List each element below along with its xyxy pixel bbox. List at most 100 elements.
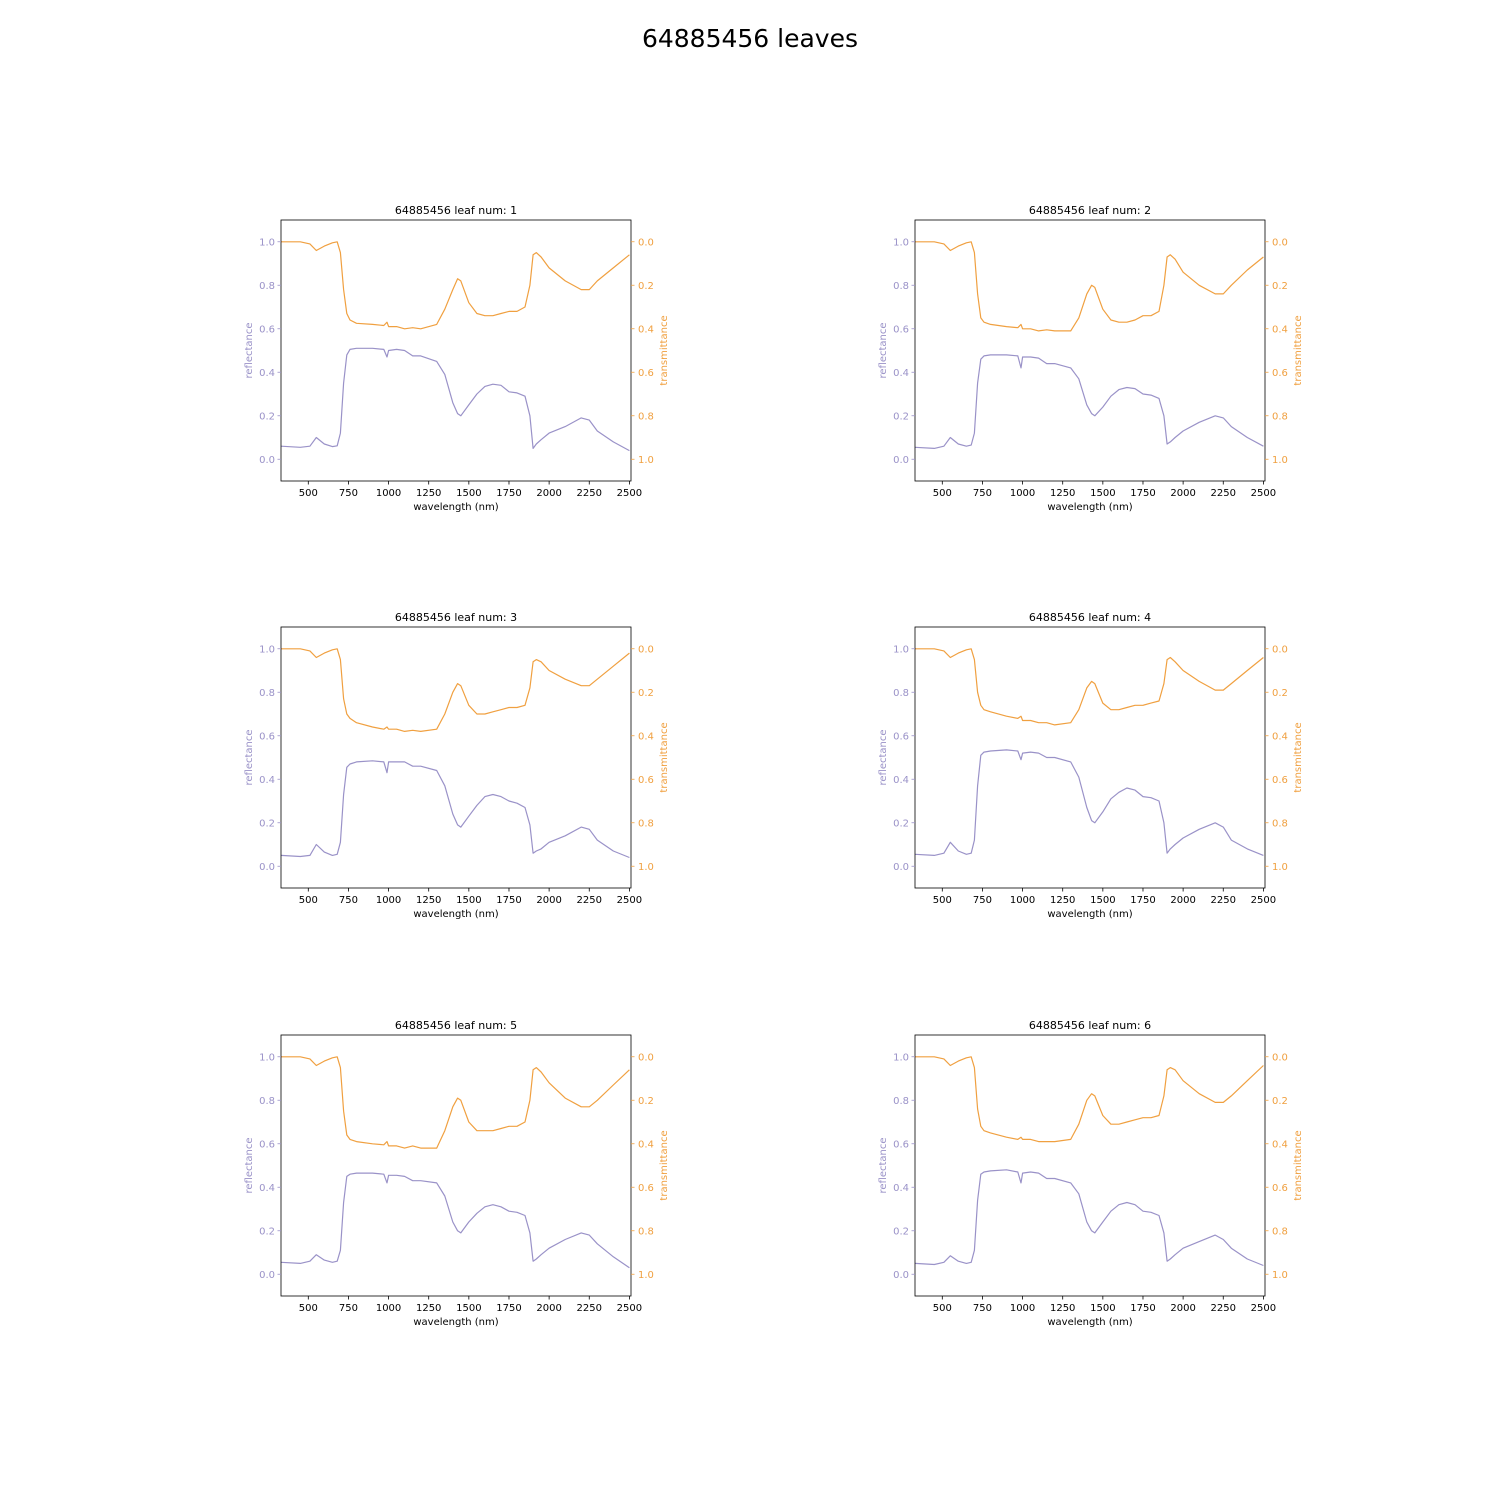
y-tick-label: 0.4 [893, 1183, 909, 1194]
x-tick-label: 750 [339, 895, 358, 906]
y-tick-label: 0.4 [259, 368, 275, 379]
x-tick-label: 1500 [1090, 895, 1115, 906]
y-axis-label: reflectance [244, 322, 255, 378]
y2-tick-label: 0.8 [638, 411, 654, 422]
y-tick-label: 0.6 [259, 731, 275, 742]
y-tick-label: 0.0 [259, 862, 275, 873]
x-tick-label: 1000 [1010, 895, 1035, 906]
y2-tick-label: 0.4 [1272, 731, 1288, 742]
plot-frame [280, 626, 632, 889]
y-tick-label: 0.0 [259, 455, 275, 466]
y2-tick-label: 0.2 [638, 688, 654, 699]
x-tick-label: 1250 [416, 488, 441, 499]
x-tick-label: 1750 [496, 488, 521, 499]
y-tick-label: 0.6 [259, 1139, 275, 1150]
y-tick-label: 0.2 [259, 1226, 275, 1237]
plot-frame [914, 626, 1266, 889]
x-tick-label: 2000 [536, 488, 561, 499]
y2-tick-label: 0.8 [638, 818, 654, 829]
y-axis-label: reflectance [244, 729, 255, 785]
y2-axis-label: transmittance [659, 315, 670, 385]
y-axis-label: reflectance [878, 729, 889, 785]
y2-tick-label: 1.0 [638, 455, 654, 466]
y-tick-label: 1.0 [259, 237, 275, 248]
x-tick-label: 2250 [577, 895, 602, 906]
y-tick-label: 0.4 [893, 775, 909, 786]
y-tick-label: 0.4 [259, 775, 275, 786]
chart-panel-2: 64885456 leaf num: 2 500 750 1000 1250 1500 17… [878, 204, 1304, 513]
x-tick-label: 2000 [536, 895, 561, 906]
y2-tick-label: 1.0 [1272, 862, 1288, 873]
y2-tick-label: 0.8 [638, 1226, 654, 1237]
y2-tick-label: 0.6 [638, 368, 654, 379]
x-axis-label: wavelength (nm) [413, 502, 498, 513]
y2-tick-label: 0.6 [638, 1183, 654, 1194]
y2-axis-label: transmittance [659, 1130, 670, 1200]
y-tick-label: 0.6 [893, 324, 909, 335]
chart-panel-4: 64885456 leaf num: 4 500 750 1000 1250 1500 17… [878, 611, 1304, 920]
x-tick-label: 1250 [1050, 488, 1075, 499]
y-tick-label: 0.8 [893, 281, 909, 292]
x-tick-label: 1000 [1010, 488, 1035, 499]
y2-tick-label: 1.0 [1272, 455, 1288, 466]
y-tick-label: 0.0 [893, 1270, 909, 1281]
x-tick-label: 2250 [1211, 488, 1236, 499]
x-tick-label: 750 [973, 488, 992, 499]
x-axis-label: wavelength (nm) [1047, 909, 1132, 920]
plot-frame [914, 1034, 1266, 1297]
x-tick-label: 750 [973, 1303, 992, 1314]
y-tick-label: 0.6 [893, 1139, 909, 1150]
chart-panel-3: 64885456 leaf num: 3 500 750 1000 1250 1500 17… [244, 611, 670, 920]
x-tick-label: 1250 [1050, 895, 1075, 906]
y-tick-label: 0.8 [259, 1096, 275, 1107]
y-tick-label: 0.6 [259, 324, 275, 335]
y2-axis-label: transmittance [659, 722, 670, 792]
transmittance-line [915, 241, 1264, 332]
y2-axis-label: transmittance [1293, 1130, 1304, 1200]
y2-tick-label: 0.0 [638, 1052, 654, 1063]
y-tick-label: 0.4 [893, 368, 909, 379]
x-tick-label: 2000 [1170, 488, 1195, 499]
y2-tick-label: 0.8 [1272, 818, 1288, 829]
x-tick-label: 2250 [577, 1303, 602, 1314]
y2-tick-label: 0.4 [638, 324, 654, 335]
x-tick-label: 2250 [1211, 895, 1236, 906]
x-tick-label: 500 [299, 1303, 318, 1314]
x-tick-label: 2250 [1211, 1303, 1236, 1314]
y2-tick-label: 0.6 [1272, 368, 1288, 379]
x-tick-label: 1000 [376, 895, 401, 906]
chart-panel-6: 64885456 leaf num: 6 500 750 1000 1250 1500 17… [878, 1019, 1304, 1328]
y-tick-label: 0.2 [259, 411, 275, 422]
y-tick-label: 0.8 [259, 688, 275, 699]
plot-frame [280, 219, 632, 482]
x-tick-label: 1000 [376, 488, 401, 499]
reflectance-line [280, 1172, 630, 1269]
x-tick-label: 1250 [416, 895, 441, 906]
y-tick-label: 0.8 [893, 1096, 909, 1107]
x-axis-label: wavelength (nm) [1047, 1317, 1132, 1328]
x-tick-label: 2500 [617, 488, 642, 499]
y-tick-label: 0.2 [259, 818, 275, 829]
transmittance-line [915, 1056, 1264, 1143]
x-tick-label: 500 [933, 895, 952, 906]
reflectance-line [280, 347, 630, 452]
chart-title: 64885456 leaf num: 1 [395, 204, 517, 217]
chart-title: 64885456 leaf num: 5 [395, 1019, 517, 1032]
x-tick-label: 1750 [1130, 488, 1155, 499]
transmittance-line [915, 648, 1264, 726]
plot-frame [914, 219, 1266, 482]
y2-tick-label: 0.2 [1272, 281, 1288, 292]
y-tick-label: 0.8 [259, 281, 275, 292]
x-tick-label: 1000 [1010, 1303, 1035, 1314]
x-axis-label: wavelength (nm) [413, 1317, 498, 1328]
y-tick-label: 0.0 [259, 1270, 275, 1281]
y2-tick-label: 0.0 [638, 237, 654, 248]
y-tick-label: 1.0 [259, 644, 275, 655]
y2-tick-label: 0.4 [1272, 324, 1288, 335]
y-axis-label: reflectance [244, 1137, 255, 1193]
y2-tick-label: 1.0 [1272, 1270, 1288, 1281]
y2-tick-label: 0.2 [1272, 688, 1288, 699]
y-tick-label: 1.0 [893, 644, 909, 655]
chart-title: 64885456 leaf num: 2 [1029, 204, 1151, 217]
x-tick-label: 1750 [1130, 1303, 1155, 1314]
